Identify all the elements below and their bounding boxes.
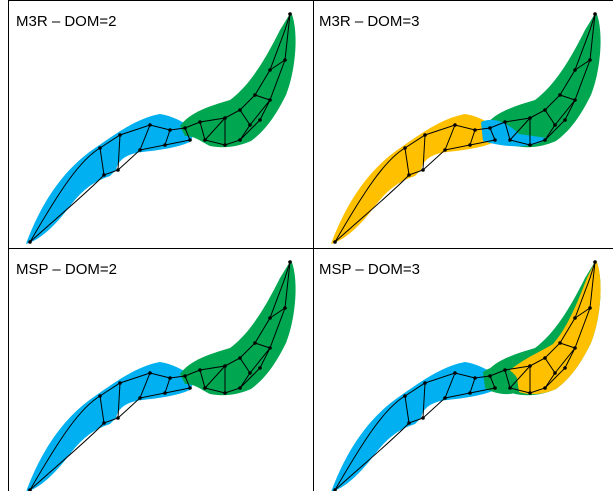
mesh: [28, 12, 292, 244]
domain-region: [180, 12, 296, 147]
panel-title: M3R – DOM=2: [16, 13, 116, 30]
panel-3: MSP – DOM=2: [16, 260, 296, 491]
page: M3R – DOM=2 M3R – DOM=3 MSP – DOM=2 MSP …: [0, 0, 613, 491]
panel-title: MSP – DOM=2: [16, 261, 117, 278]
panel-title: MSP – DOM=3: [319, 261, 420, 278]
panel-4: MSP – DOM=3: [319, 260, 601, 491]
domain-region: [26, 114, 196, 244]
mesh: [333, 260, 597, 491]
domain-region: [26, 362, 196, 491]
mesh: [333, 12, 597, 244]
mesh: [28, 260, 292, 491]
domain-region: [331, 114, 501, 244]
panel-2: M3R – DOM=3: [319, 12, 601, 244]
figure: M3R – DOM=2 M3R – DOM=3 MSP – DOM=2 MSP …: [0, 0, 613, 491]
panel-1: M3R – DOM=2: [16, 12, 296, 244]
panel-title: M3R – DOM=3: [319, 13, 419, 30]
domain-region: [180, 260, 296, 395]
domain-region: [331, 362, 501, 491]
